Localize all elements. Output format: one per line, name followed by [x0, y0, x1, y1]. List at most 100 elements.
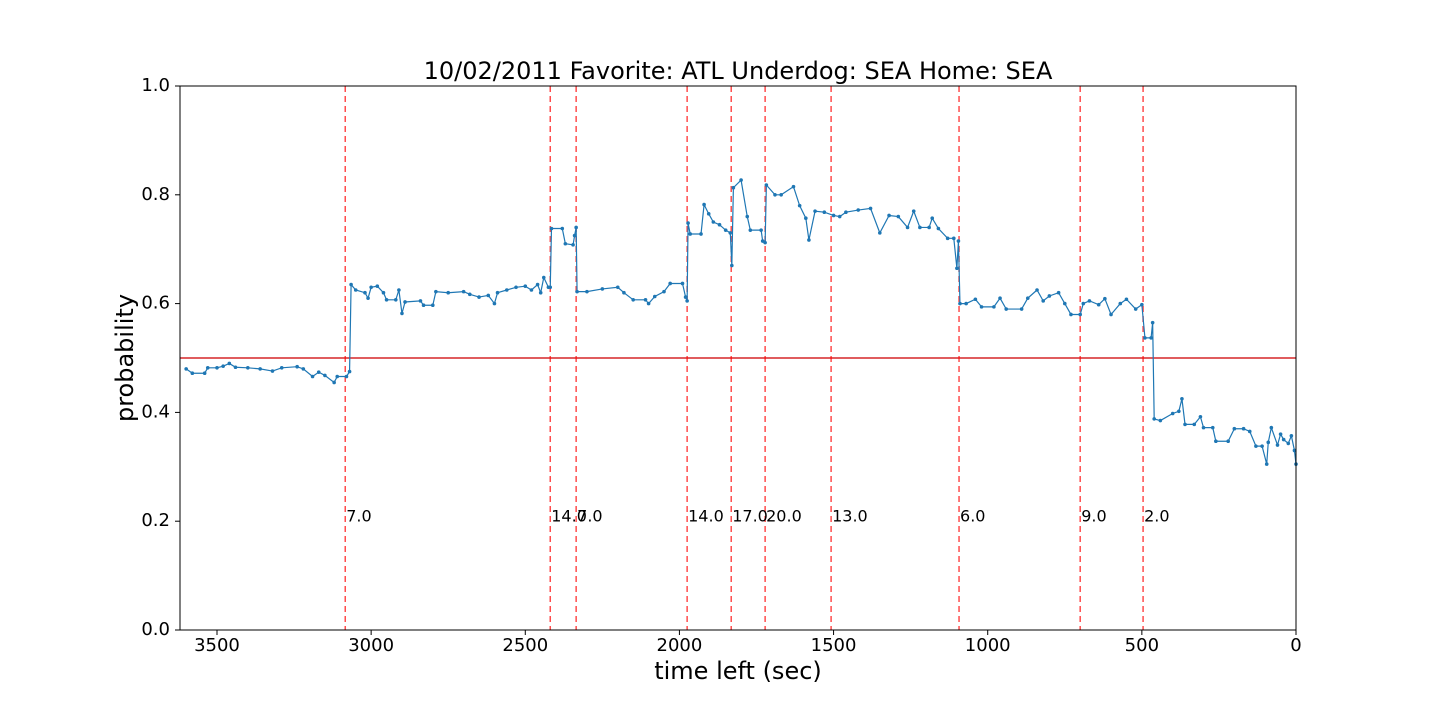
data-point: [1269, 425, 1274, 430]
data-point: [1025, 296, 1030, 300]
data-point: [992, 305, 996, 309]
data-point: [844, 210, 848, 215]
data-point: [394, 297, 398, 302]
data-point: [905, 225, 910, 230]
plot-frame: [179, 85, 1297, 631]
data-point: [837, 214, 842, 219]
data-point: [1047, 294, 1052, 298]
data-point: [622, 290, 626, 295]
data-point: [717, 222, 722, 227]
x-axis-label: time left (sec): [654, 657, 822, 685]
data-point: [434, 289, 438, 294]
x-tick-label: 2500: [502, 635, 548, 656]
y-tick-label: 0.6: [141, 293, 170, 314]
data-point: [295, 364, 299, 369]
data-point: [381, 290, 386, 295]
data-point: [1019, 307, 1024, 311]
data-point: [686, 221, 690, 225]
data-point: [711, 220, 716, 224]
data-point: [486, 293, 491, 298]
y-tick-label: 0.4: [141, 401, 170, 422]
x-tick-label: 0: [1290, 635, 1301, 656]
data-point: [1177, 409, 1181, 414]
data-point: [335, 374, 340, 379]
data-point: [202, 371, 207, 376]
data-point: [418, 299, 423, 303]
data-point: [446, 290, 451, 295]
data-point: [731, 185, 736, 190]
data-point: [945, 236, 950, 241]
data-point: [813, 209, 817, 213]
data-point: [936, 226, 941, 231]
data-point: [514, 285, 518, 290]
data-point: [831, 213, 836, 218]
data-point: [190, 371, 195, 376]
data-point: [1118, 301, 1123, 306]
data-point: [575, 289, 579, 294]
data-point: [1152, 417, 1156, 421]
data-point: [702, 202, 706, 207]
data-point: [574, 225, 578, 230]
data-point: [585, 289, 589, 294]
data-point: [955, 266, 959, 271]
data-point: [492, 301, 497, 306]
data-point: [1062, 301, 1067, 306]
data-point: [927, 225, 931, 230]
data-point: [878, 231, 882, 235]
data-point: [397, 288, 401, 292]
data-point: [1170, 411, 1175, 416]
data-point: [1149, 336, 1153, 340]
data-point: [504, 288, 509, 292]
data-point: [958, 301, 962, 306]
data-point: [1192, 422, 1197, 427]
data-point: [911, 209, 916, 213]
data-point: [723, 228, 728, 232]
data-point: [956, 239, 961, 243]
annotation: 13.0: [832, 507, 868, 526]
data-point: [571, 243, 575, 247]
data-point: [1078, 312, 1082, 317]
data-point: [1140, 302, 1144, 307]
data-point: [1226, 439, 1230, 444]
data-point: [646, 301, 651, 306]
data-point: [467, 292, 472, 297]
data-point: [662, 289, 666, 294]
data-point: [1069, 312, 1073, 317]
data-point: [748, 228, 753, 232]
data-point: [403, 300, 407, 304]
data-point: [560, 226, 565, 231]
data-point: [363, 290, 367, 295]
data-point: [233, 365, 238, 370]
data-point: [1266, 440, 1271, 445]
y-tick-label: 0.2: [141, 510, 170, 531]
data-point: [1278, 432, 1283, 436]
annotation: 7.0: [577, 507, 602, 526]
annotation: 6.0: [960, 507, 985, 526]
data-point: [310, 374, 315, 379]
data-point: [205, 365, 210, 370]
data-point: [316, 370, 321, 374]
data-point: [1004, 307, 1009, 311]
data-point: [400, 311, 404, 316]
data-point: [323, 373, 327, 378]
data-point: [631, 297, 635, 302]
data-point: [369, 285, 373, 290]
series-line: [185, 178, 1297, 465]
data-point: [430, 303, 435, 308]
annotation: 20.0: [766, 507, 802, 526]
data-point: [685, 299, 689, 303]
data-point: [258, 367, 262, 371]
data-point: [688, 232, 693, 236]
chart-title: 10/02/2011 Favorite: ATL Underdog: SEA H…: [424, 57, 1053, 85]
x-tick-label: 500: [1125, 635, 1159, 656]
data-point: [1087, 299, 1092, 303]
data-point: [1124, 297, 1129, 302]
data-point: [344, 374, 349, 379]
data-point: [1201, 425, 1206, 430]
data-point: [1143, 336, 1147, 340]
data-point: [549, 226, 554, 231]
data-point: [538, 290, 543, 295]
data-point: [930, 216, 935, 220]
data-point: [215, 365, 219, 370]
